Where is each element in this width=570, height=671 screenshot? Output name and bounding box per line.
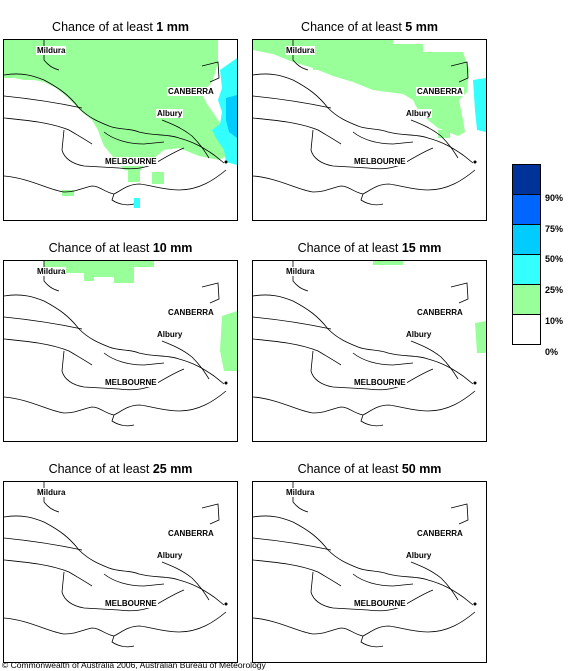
green-shading [373, 261, 486, 353]
panel-10mm: Chance of at least 10 mm Mildura [3, 241, 238, 442]
legend-swatch-90 [512, 164, 541, 195]
eden-dot [473, 160, 477, 164]
rain-chance-map [253, 482, 477, 648]
rain-chance-map [253, 40, 486, 206]
legend-swatch-75 [512, 194, 541, 225]
label-albury: Albury [405, 109, 433, 118]
panel-title: Chance of at least 5 mm [301, 20, 438, 34]
legend-label-0: 0% [545, 347, 559, 357]
panel-title: Chance of at least 50 mm [297, 462, 442, 476]
legend-label-10: 10% [545, 316, 564, 326]
legend-label-90: 90% [545, 193, 564, 203]
green-shading [44, 261, 237, 371]
label-canberra: CANBERRA [167, 87, 215, 96]
cyan-shading [473, 78, 486, 132]
label-albury: Albury [405, 330, 433, 339]
label-melbourne: MELBOURNE [104, 378, 158, 387]
legend-label-25: 25% [545, 285, 564, 295]
legend-swatch-10 [512, 284, 541, 315]
panel-25mm: Chance of at least 25 mm Mildura CANBERR… [3, 462, 238, 663]
legend-swatch-0 [512, 314, 541, 345]
legend-label-50: 50% [545, 254, 564, 264]
rain-chance-map [4, 261, 237, 427]
label-mildura: Mildura [36, 488, 67, 497]
panel-title: Chance of at least 10 mm [48, 241, 193, 255]
panel-15mm: Chance of at least 15 mm Mildura [252, 241, 487, 442]
eden-dot [224, 160, 228, 164]
label-albury: Albury [156, 330, 184, 339]
label-canberra: CANBERRA [416, 87, 464, 96]
panel-1mm: Chance of at least 1 mm [3, 20, 238, 221]
label-melbourne: MELBOURNE [104, 599, 158, 608]
legend-swatch-50 [512, 224, 541, 255]
panel-50mm: Chance of at least 50 mm Mildura CANBERR… [252, 462, 487, 663]
borders [4, 261, 227, 427]
eden-dot [224, 602, 228, 606]
eden-dot [473, 602, 477, 606]
label-canberra: CANBERRA [167, 529, 215, 538]
panel-title: Chance of at least 1 mm [52, 20, 189, 34]
map-15mm[interactable]: Mildura CANBERRA Albury MELBOURNE [252, 260, 487, 442]
borders [253, 482, 476, 648]
label-melbourne: MELBOURNE [353, 599, 407, 608]
copyright-notice: © Commonwealth of Australia 2006, Austra… [2, 660, 266, 670]
label-mildura: Mildura [36, 46, 67, 55]
label-mildura: Mildura [285, 46, 316, 55]
label-mildura: Mildura [285, 267, 316, 276]
legend-swatch-25 [512, 254, 541, 285]
label-melbourne: MELBOURNE [353, 157, 407, 166]
borders [253, 261, 476, 427]
label-canberra: CANBERRA [416, 308, 464, 317]
borders [4, 482, 227, 648]
rain-chance-map [253, 261, 486, 427]
map-50mm[interactable]: Mildura CANBERRA Albury MELBOURNE [252, 481, 487, 663]
rain-chance-map [4, 40, 237, 208]
rain-chance-map [4, 482, 228, 648]
map-1mm[interactable]: Mildura CANBERRA Albury MELBOURNE [3, 39, 238, 221]
map-5mm[interactable]: Mildura CANBERRA Albury MELBOURNE [252, 39, 487, 221]
borders [4, 40, 227, 206]
label-melbourne: MELBOURNE [104, 157, 158, 166]
legend-label-75: 75% [545, 224, 564, 234]
map-25mm[interactable]: Mildura CANBERRA Albury MELBOURNE [3, 481, 238, 663]
label-melbourne: MELBOURNE [353, 378, 407, 387]
label-canberra: CANBERRA [167, 308, 215, 317]
panel-title: Chance of at least 15 mm [297, 241, 442, 255]
cyan-shading [134, 58, 237, 208]
panel-5mm: Chance of at least 5 mm [252, 20, 487, 221]
eden-dot [224, 381, 228, 385]
borders [253, 40, 476, 206]
label-mildura: Mildura [285, 488, 316, 497]
map-10mm[interactable]: Mildura CANBERRA Albury MELBOURNE [3, 260, 238, 442]
label-albury: Albury [156, 109, 184, 118]
probability-legend [512, 164, 541, 345]
label-albury: Albury [405, 551, 433, 560]
label-mildura: Mildura [36, 267, 67, 276]
eden-dot [473, 381, 477, 385]
panel-title: Chance of at least 25 mm [48, 462, 193, 476]
label-canberra: CANBERRA [416, 529, 464, 538]
green-shading [4, 40, 226, 196]
label-albury: Albury [156, 551, 184, 560]
blue-shading [226, 95, 237, 138]
